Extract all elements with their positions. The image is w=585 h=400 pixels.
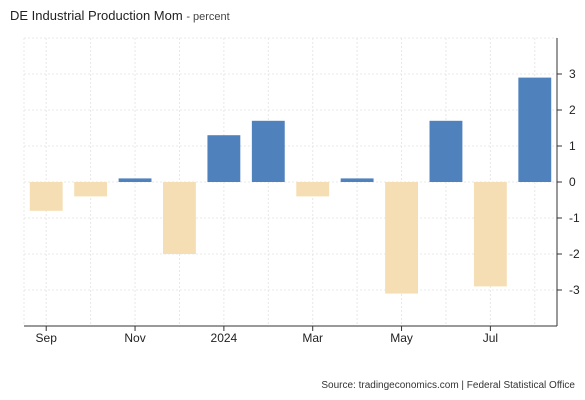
chart-subtitle: - percent bbox=[186, 11, 230, 23]
chart-title: DE Industrial Production Mom - percent bbox=[10, 8, 230, 23]
source-note: Source: tradingeconomics.com | Federal S… bbox=[321, 380, 575, 391]
bar-aug bbox=[518, 77, 552, 182]
axes bbox=[24, 38, 562, 331]
bars bbox=[29, 77, 552, 294]
x-tick-labels: Sep Nov 2024 Mar May Jul bbox=[36, 331, 499, 345]
y-tick-label: -1 bbox=[569, 211, 580, 225]
bar-sep bbox=[29, 182, 63, 211]
x-tick-label: 2024 bbox=[211, 331, 238, 345]
y-tick-label: 0 bbox=[569, 175, 576, 189]
bar-apr bbox=[340, 178, 374, 182]
bar-dec bbox=[163, 182, 196, 254]
y-tick-label: 1 bbox=[569, 139, 576, 153]
x-tick-label: Sep bbox=[36, 331, 58, 345]
x-tick-label: Nov bbox=[124, 331, 145, 345]
bar-nov bbox=[118, 178, 152, 182]
bar-may bbox=[385, 182, 418, 294]
y-tick-label: -3 bbox=[569, 283, 580, 297]
x-tick-label: Mar bbox=[302, 331, 323, 345]
bar-feb bbox=[251, 120, 285, 182]
y-tick-label: -2 bbox=[569, 247, 580, 261]
x-tick-label: Jul bbox=[483, 331, 498, 345]
chart-title-text: DE Industrial Production Mom bbox=[10, 8, 183, 23]
bar-jul bbox=[473, 182, 507, 287]
y-tick-labels: -3 -2 -1 0 1 2 3 bbox=[569, 67, 580, 297]
bar-2024 bbox=[207, 135, 241, 182]
y-tick-label: 2 bbox=[569, 103, 576, 117]
bar-mar bbox=[296, 182, 330, 197]
y-tick-label: 3 bbox=[569, 67, 576, 81]
bar-oct bbox=[74, 182, 108, 197]
bar-jun bbox=[429, 120, 463, 182]
x-tick-label: May bbox=[390, 331, 413, 345]
